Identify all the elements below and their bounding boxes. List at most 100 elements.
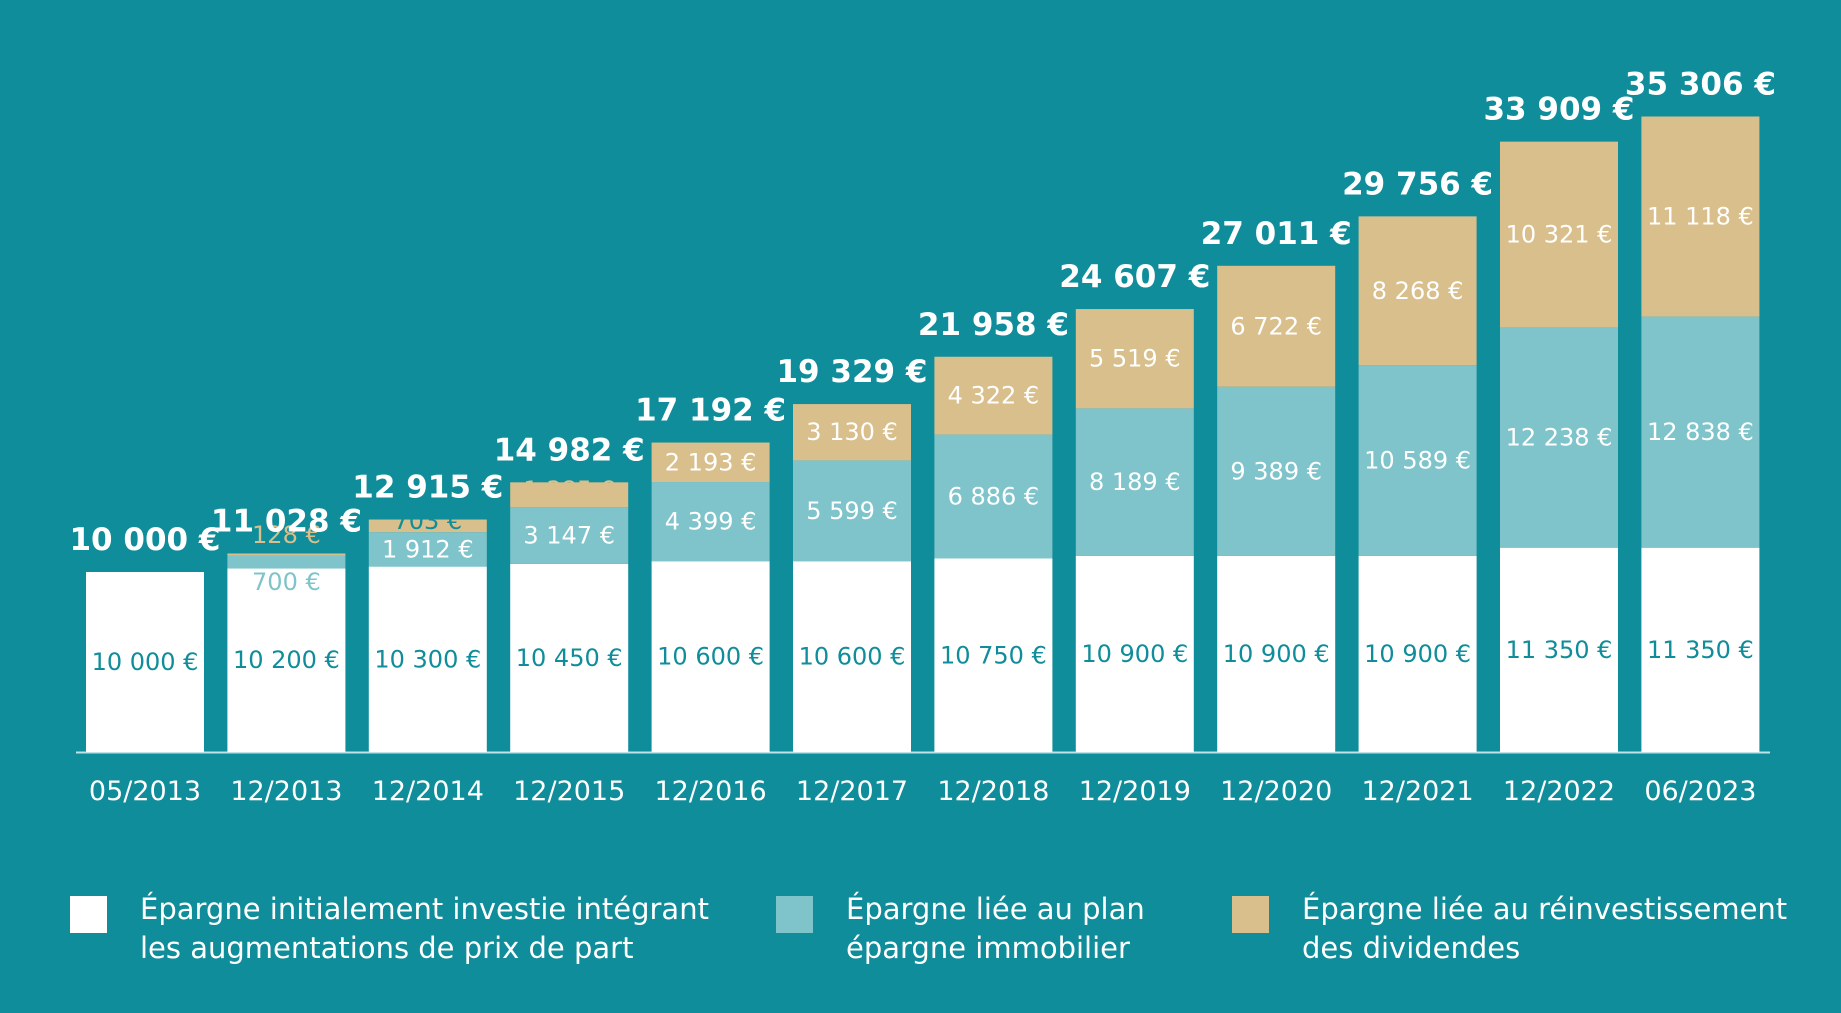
segment-label-1-9: 10 900 € — [1223, 640, 1330, 668]
x-tick-label-8: 12/2019 — [1079, 776, 1191, 807]
total-label-3: 12 915 € — [352, 470, 503, 506]
bar-segment-1-1 — [86, 572, 204, 752]
legend-item-plan: Épargne liée au plan épargne immobilier — [776, 890, 1145, 968]
x-tick-label-1: 05/2013 — [89, 776, 201, 807]
bar-segment-2-5 — [651, 482, 770, 562]
segment-label-3-6: 3 130 € — [806, 418, 898, 446]
bar-segment-3-5 — [651, 442, 770, 483]
bar-segment-3-7 — [934, 356, 1053, 435]
segment-label-1-6: 10 600 € — [799, 643, 906, 671]
legend-swatch-plan — [776, 896, 813, 933]
bar-segment-1-2 — [227, 568, 346, 752]
bar-segment-1-5 — [651, 561, 770, 752]
legend-label-initial: Épargne initialement investie intégrant … — [140, 892, 709, 965]
segment-label-3-4: 1 385 € — [523, 476, 615, 504]
segment-label-2-6: 5 599 € — [806, 497, 898, 525]
legend-swatch-dividends — [1232, 896, 1269, 933]
x-tick-label-10: 12/2021 — [1362, 776, 1474, 807]
bar-segment-1-3 — [368, 566, 487, 752]
legend-item-dividends: Épargne liée au réinvestissement des div… — [1232, 890, 1787, 968]
total-label-7: 21 958 € — [918, 307, 1069, 343]
total-label-11: 33 909 € — [1483, 92, 1634, 128]
segment-label-1-1: 10 000 € — [92, 648, 199, 676]
segment-label-1-4: 10 450 € — [516, 644, 623, 672]
segment-label-2-12: 12 838 € — [1647, 418, 1754, 446]
segment-label-1-10: 10 900 € — [1364, 640, 1471, 668]
total-label-9: 27 011 € — [1201, 216, 1352, 252]
x-tick-label-5: 12/2016 — [655, 776, 767, 807]
bar-segment-2-4 — [510, 507, 629, 564]
bar-segment-2-8 — [1075, 408, 1194, 556]
legend-swatch-initial — [70, 896, 107, 933]
total-label-5: 17 192 € — [635, 393, 786, 429]
x-tick-label-3: 12/2014 — [372, 776, 484, 807]
bar-segment-1-9 — [1217, 555, 1336, 752]
segment-label-1-7: 10 750 € — [940, 641, 1047, 669]
bar-segment-3-3 — [368, 519, 487, 533]
segment-label-2-4: 3 147 € — [523, 522, 615, 550]
segment-label-3-10: 8 268 € — [1372, 277, 1464, 305]
segment-label-2-7: 6 886 € — [948, 483, 1040, 511]
bar-segment-3-4 — [510, 482, 629, 508]
bar-segment-2-3 — [368, 532, 487, 567]
segment-label-3-11: 10 321 € — [1506, 221, 1613, 249]
total-label-12: 35 306 € — [1625, 66, 1776, 102]
segment-label-2-2: 700 € — [252, 568, 321, 596]
total-label-8: 24 607 € — [1059, 259, 1210, 295]
segment-label-2-11: 12 238 € — [1506, 424, 1613, 452]
segment-label-1-3: 10 300 € — [374, 645, 481, 673]
segment-label-2-5: 4 399 € — [665, 508, 757, 536]
bar-segment-1-4 — [510, 563, 629, 752]
x-tick-label-7: 12/2018 — [937, 776, 1049, 807]
legend-item-initial: Épargne initialement investie intégrant … — [70, 890, 709, 968]
x-tick-label-12: 06/2023 — [1644, 776, 1756, 807]
bar-segment-1-11 — [1500, 547, 1618, 752]
segment-label-1-11: 11 350 € — [1506, 636, 1613, 664]
bar-segment-1-7 — [934, 558, 1053, 752]
segment-label-2-9: 9 389 € — [1230, 457, 1322, 485]
bar-segment-3-10 — [1358, 216, 1477, 366]
x-tick-label-2: 12/2013 — [230, 776, 342, 807]
x-tick-label-9: 12/2020 — [1220, 776, 1332, 807]
x-tick-label-4: 12/2015 — [513, 776, 625, 807]
segment-label-2-3: 1 912 € — [382, 535, 474, 563]
total-label-4: 14 982 € — [494, 432, 645, 468]
bar-segment-3-9 — [1217, 265, 1336, 387]
bar-segment-3-2 — [227, 553, 346, 556]
bar-segment-2-9 — [1217, 386, 1336, 556]
bar-segment-1-12 — [1641, 547, 1760, 752]
total-label-6: 19 329 € — [776, 354, 927, 390]
bar-segment-2-11 — [1500, 327, 1618, 548]
segment-label-2-10: 10 589 € — [1364, 446, 1471, 474]
segment-label-3-8: 5 519 € — [1089, 345, 1181, 373]
bar-segment-3-6 — [793, 404, 911, 461]
total-label-10: 29 756 € — [1342, 166, 1493, 202]
legend: Épargne initialement investie intégrant … — [0, 890, 1841, 990]
bar-segment-2-6 — [793, 460, 911, 562]
bar-segment-1-8 — [1075, 555, 1194, 752]
bar-segment-3-11 — [1500, 141, 1618, 328]
bar-segment-1-6 — [793, 561, 911, 752]
bar-segment-2-12 — [1641, 316, 1760, 548]
total-label-2: 11 028 € — [211, 503, 362, 539]
bar-segment-1-10 — [1358, 555, 1477, 752]
segment-label-1-8: 10 900 € — [1081, 640, 1188, 668]
bar-segment-2-2 — [227, 555, 346, 569]
bar-segment-2-10 — [1358, 365, 1477, 556]
segment-label-1-12: 11 350 € — [1647, 636, 1754, 664]
segment-label-3-2: 128 € — [252, 521, 321, 549]
bar-segment-3-8 — [1075, 309, 1194, 409]
segment-label-3-12: 11 118 € — [1647, 203, 1754, 231]
x-tick-label-6: 12/2017 — [796, 776, 908, 807]
segment-label-2-8: 8 189 € — [1089, 468, 1181, 496]
total-label-1: 10 000 € — [69, 522, 220, 558]
segment-label-1-2: 10 200 € — [233, 646, 340, 674]
bar-segment-3-12 — [1641, 116, 1760, 317]
segment-label-3-5: 2 193 € — [665, 448, 757, 476]
segment-label-3-7: 4 322 € — [948, 382, 1040, 410]
legend-label-dividends: Épargne liée au réinvestissement des div… — [1302, 892, 1788, 965]
segment-label-3-9: 6 722 € — [1230, 312, 1322, 340]
stacked-bar-chart: 10 000 € 10 000 € 05/2013 10 200 € 700 € 128 … — [69, 66, 1776, 807]
x-tick-label-11: 12/2022 — [1503, 776, 1615, 807]
legend-label-plan: Épargne liée au plan épargne immobilier — [846, 892, 1145, 965]
